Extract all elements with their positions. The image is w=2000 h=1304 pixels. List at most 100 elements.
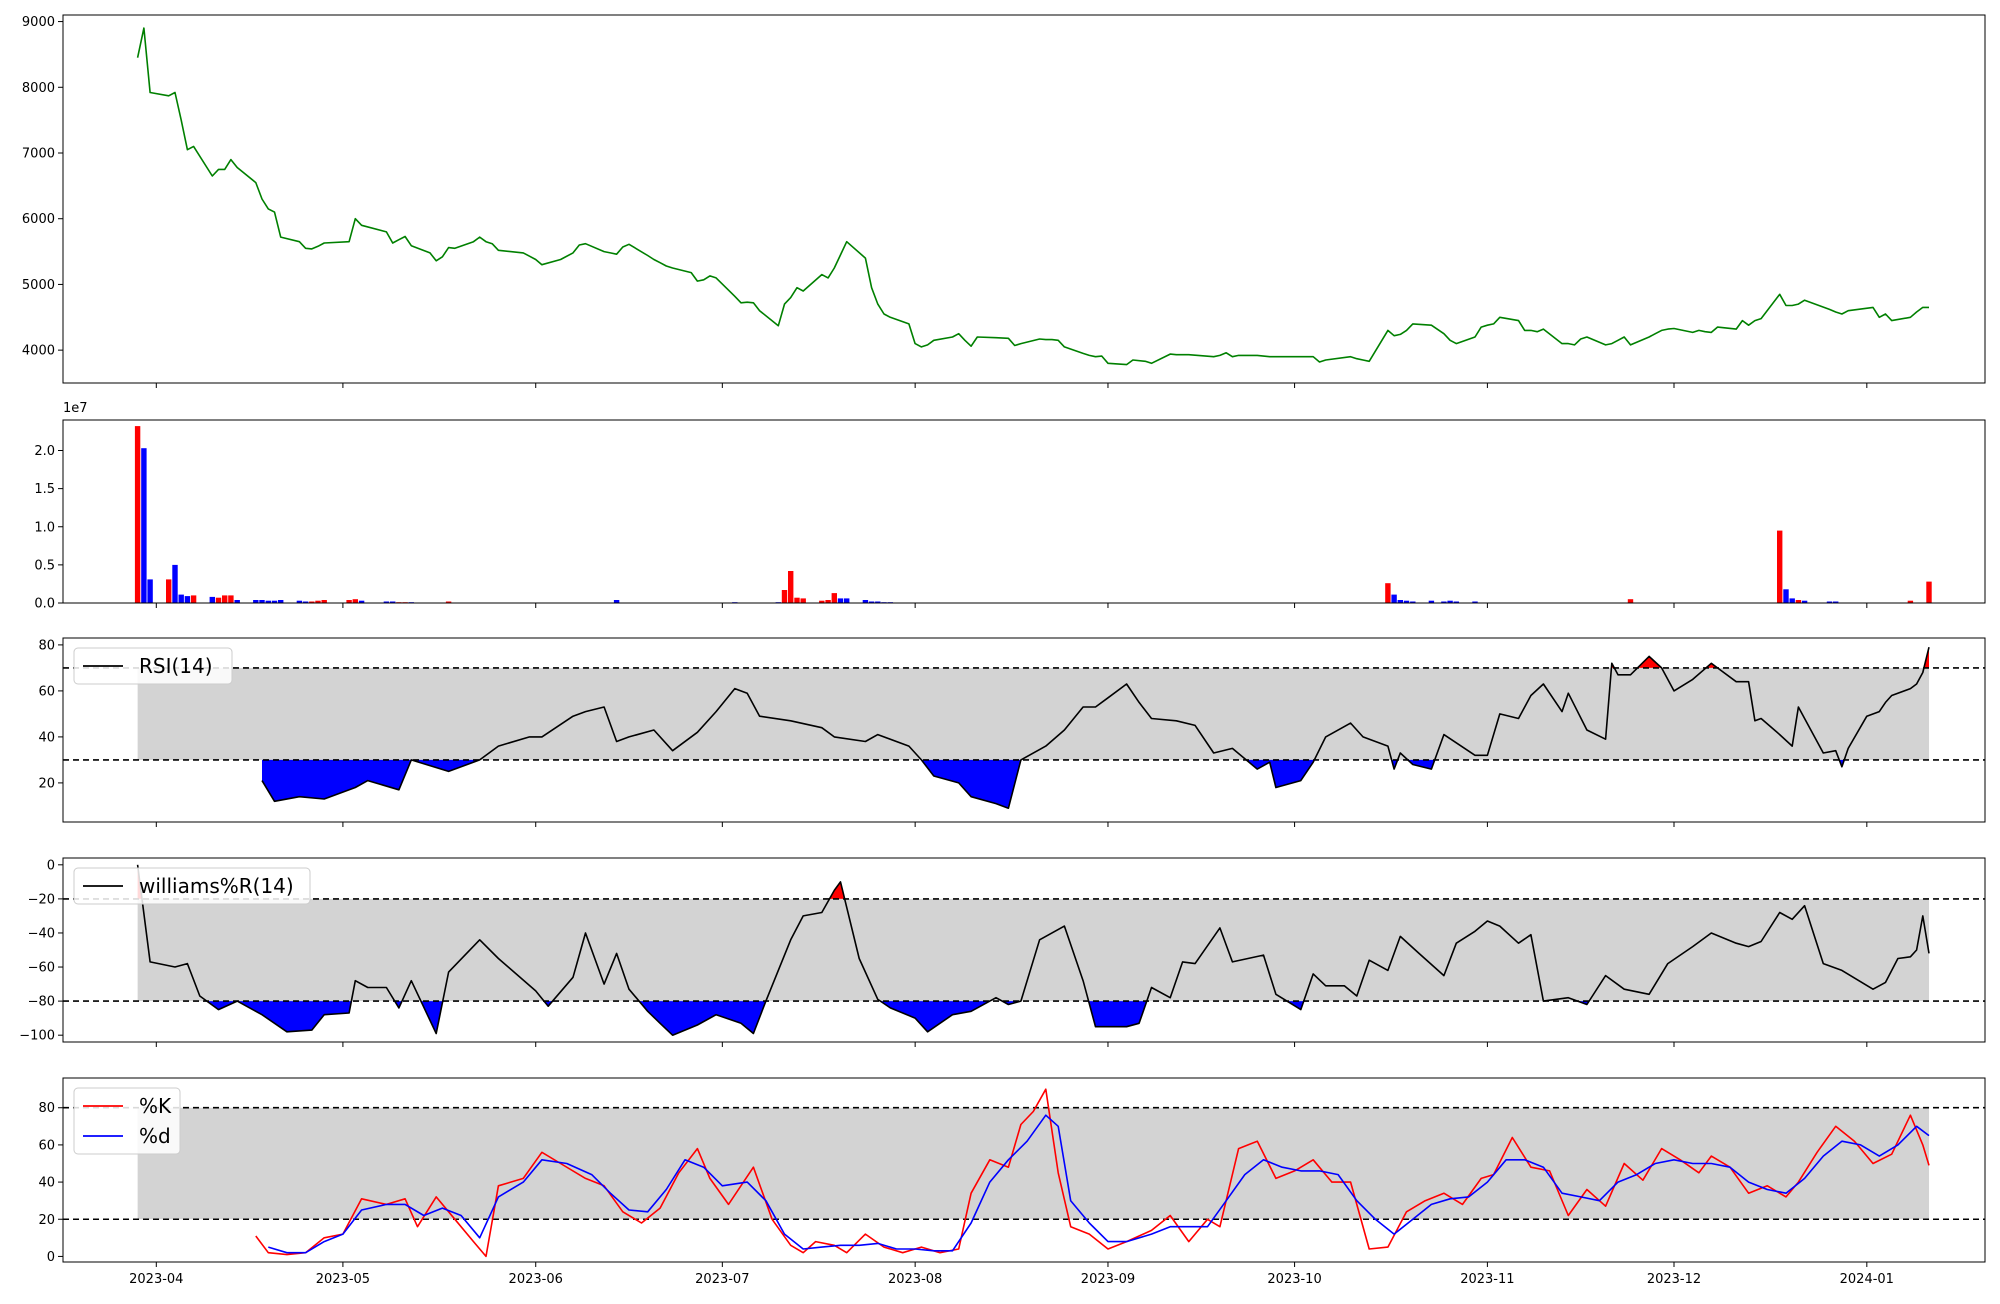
volume-bar [1783,589,1789,603]
price-point [616,253,618,255]
legend-label: williams%R(14) [139,874,294,898]
price-point [1238,355,1240,357]
price-point [1362,359,1364,361]
price-point [1319,361,1321,363]
price-point [1698,330,1700,332]
price-point [398,239,400,241]
x-tick-label: 2023-08 [888,1272,942,1287]
williams-legend: williams%R(14) [73,867,311,905]
williams-plot-area [63,864,1985,1036]
price-point [1841,313,1843,315]
x-tick-label: 2023-04 [129,1272,183,1287]
price-point [435,260,437,262]
price-point [1169,353,1171,355]
x-tick-label: 2023-09 [1081,1272,1135,1287]
price-point [1891,320,1893,322]
x-tick-label: 2023-06 [509,1272,563,1287]
price-point [802,290,804,292]
price-point [1474,336,1476,338]
price-point [212,175,214,177]
y-tick-label: 4000 [22,344,55,359]
y-tick-label: 2.0 [34,444,55,459]
volume-bar [1826,601,1833,603]
price-point [429,252,431,254]
williams-line [136,864,1930,1036]
y-tick-label: −80 [28,995,55,1010]
price-point [1095,356,1097,358]
price-point [1568,343,1570,345]
price-point [709,275,711,277]
rsi-frame [62,637,1986,823]
price-point [871,287,873,289]
volume-bar [215,597,222,603]
price-point [1213,356,1215,358]
volume-bar [253,600,259,603]
price-point [1779,294,1781,296]
price-point [1132,359,1134,361]
williams-oversold-fill [1088,1001,1147,1027]
price-point [1225,352,1227,354]
price-point [1493,323,1495,325]
price-point [1368,361,1370,363]
rsi-oversold-fill [262,759,412,802]
price-point [1014,345,1016,347]
price-point [647,255,649,257]
price-point [1742,320,1744,322]
x-tick-label: 2023-07 [695,1272,749,1287]
price-point [1449,340,1451,342]
price-point [1692,332,1694,334]
y-tick-label: 8000 [22,81,55,96]
price-point [790,297,792,299]
price-point [224,169,226,171]
stochastic-plot-area [63,1088,1985,1258]
legend-box [73,647,233,685]
volume-panel: 0.0 0.5 1.0 1.5 2.0 1e7 [34,401,1986,612]
price-point [1524,330,1526,332]
y-tick-label: 0 [47,1250,55,1265]
legend-label: %d [139,1124,171,1148]
volume-bar [265,600,271,603]
price-point [759,310,761,312]
price-point [1655,333,1657,335]
price-point [311,248,313,250]
price-point [442,256,444,258]
price-point [1630,344,1632,346]
price-point [1735,328,1737,330]
price-point [821,274,823,276]
price-point [1443,333,1445,335]
price-point [1791,305,1793,307]
price-point [305,248,307,250]
price-point [933,340,935,342]
y-tick-label: 80 [38,1101,55,1116]
price-point [523,252,525,254]
volume-bar [1777,530,1783,603]
stochastic-line [255,1088,1930,1258]
price-point [1176,354,1178,356]
price-point [914,343,916,345]
price-point [1580,338,1582,340]
price-point [1910,317,1912,319]
price-line [136,27,1929,366]
volume-bar [825,600,831,603]
price-point [672,267,674,269]
price-point [280,236,282,238]
price-point [1673,328,1675,330]
price-point [479,236,481,238]
volume-bar [178,594,184,603]
y-tick-label: −20 [28,892,55,907]
price-point [274,211,276,213]
volume-bar [147,579,153,603]
williams-panel: −100 −80 −60 −40 −20 0 williams%R(14) [19,857,1986,1047]
price-point [778,325,780,327]
volume-bar [800,598,806,603]
price-point [827,277,829,279]
price-point [454,248,456,250]
price-point [1530,330,1532,332]
price-point [1393,335,1395,337]
y-tick-label: 9000 [22,15,55,30]
volume-bar [1627,599,1634,603]
price-point [386,231,388,233]
rsi-legend: RSI(14) [73,647,233,685]
price-point [666,265,668,267]
